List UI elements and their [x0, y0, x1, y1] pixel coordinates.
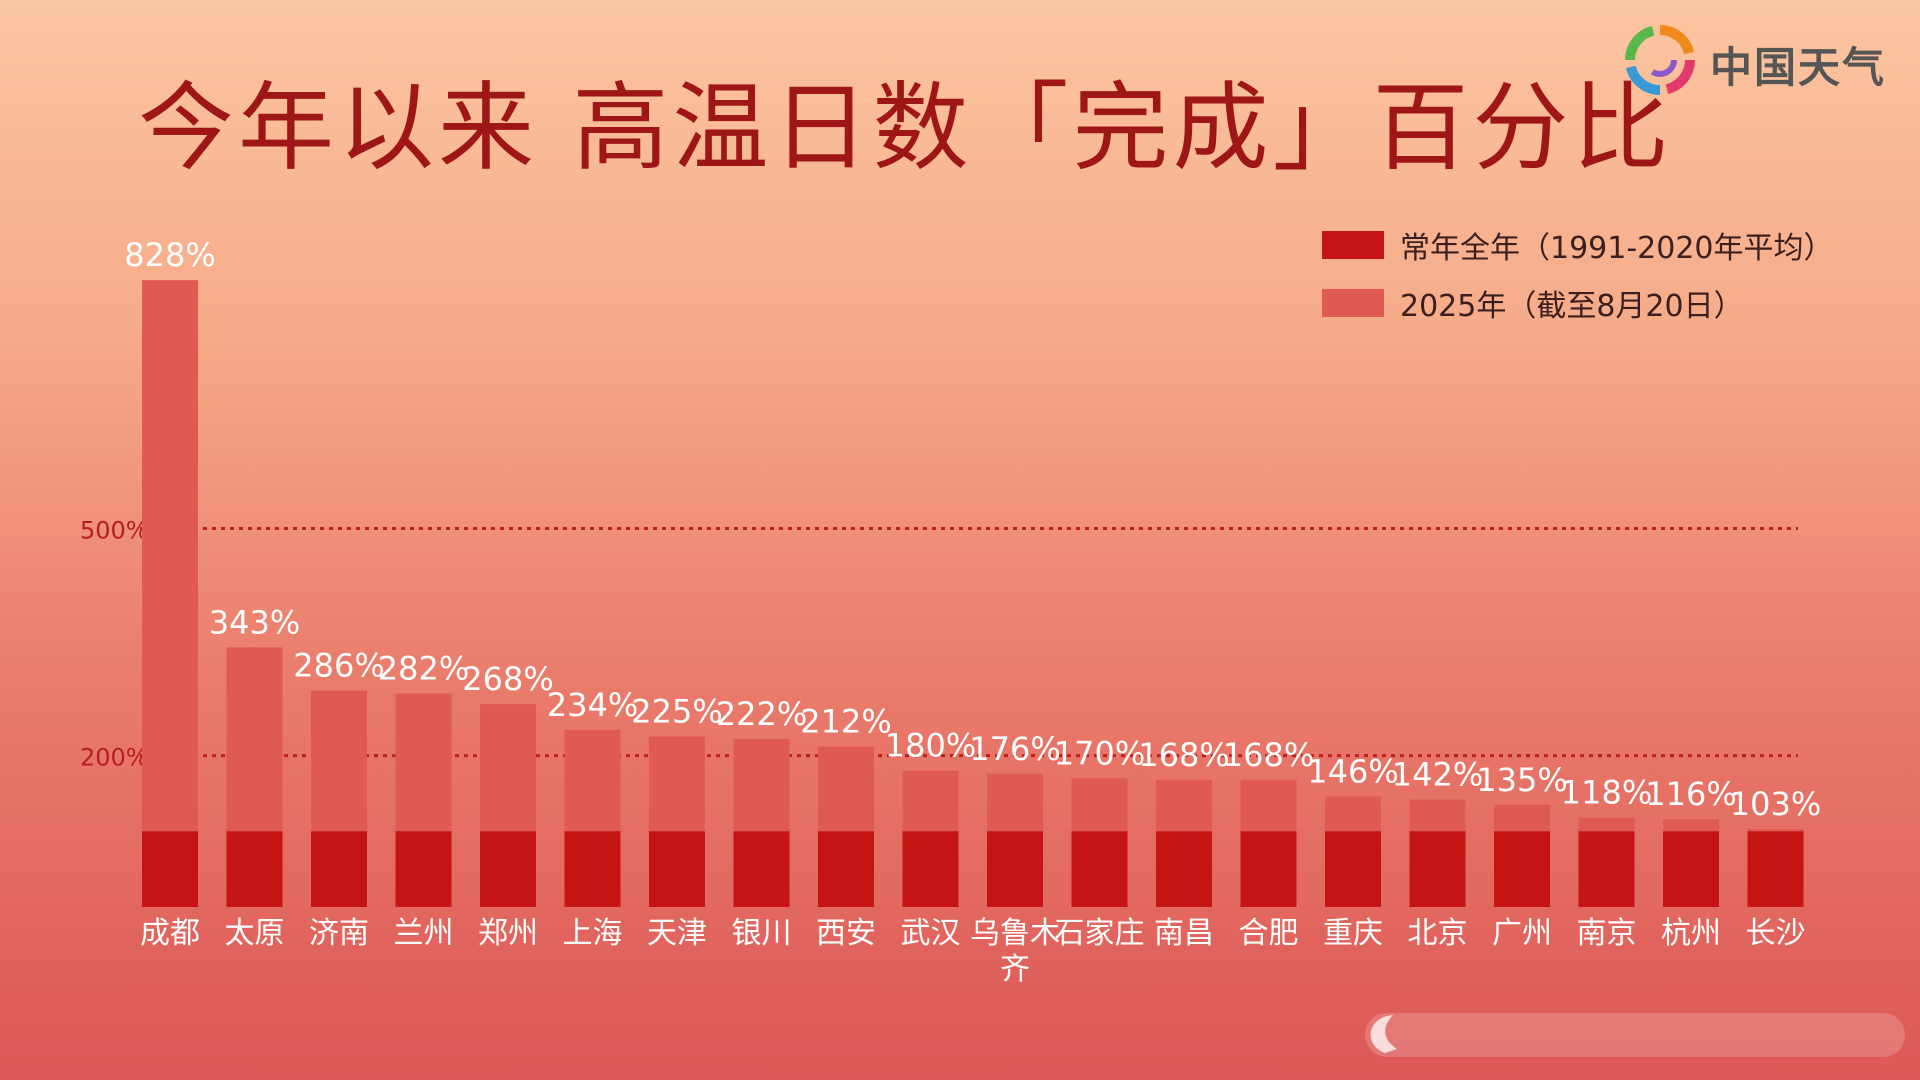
bar-normal [142, 831, 198, 907]
category-label: 西安 [816, 916, 876, 951]
category-label: 银川 [732, 916, 792, 951]
value-label: 176% [969, 730, 1060, 768]
value-label: 168% [1138, 736, 1229, 774]
value-label: 222% [716, 695, 807, 733]
category-label: 南京 [1577, 916, 1637, 951]
bar-normal [1240, 831, 1297, 907]
category-label: 北京 [1408, 916, 1468, 951]
value-label: 343% [209, 603, 300, 641]
blurred-watermark [1365, 1013, 1905, 1057]
value-label: 146% [1307, 752, 1398, 790]
value-label: 142% [1392, 756, 1483, 794]
bar-2025 [142, 280, 198, 908]
category-label: 重庆 [1323, 916, 1383, 951]
value-label: 170% [1054, 734, 1145, 772]
reference-line-label-200: 200% [80, 744, 149, 772]
bar-normal [818, 831, 874, 907]
chart-legend: 常年全年（1991-2020年平均） 2025年（截至8月20日） [1322, 216, 1834, 332]
legend-swatch-normal [1322, 231, 1384, 259]
category-label: 合肥 [1239, 916, 1299, 951]
value-label: 103% [1730, 785, 1821, 823]
value-label: 180% [885, 727, 976, 765]
category-label: 济南 [309, 916, 369, 951]
category-label: 杭州 [1661, 916, 1721, 951]
bar-normal [1156, 831, 1212, 907]
brand-name: 中国天气 [1710, 43, 1887, 92]
value-label: 168% [1223, 736, 1314, 774]
category-label: 兰州 [394, 916, 454, 951]
category-label: 南昌 [1154, 916, 1214, 951]
legend-swatch-2025 [1322, 289, 1384, 317]
category-label: 广州 [1492, 916, 1552, 951]
bar-normal [987, 831, 1043, 907]
value-label: 828% [124, 236, 215, 274]
brand-logo: 中国天气 [1620, 20, 1900, 100]
bar-normal [733, 831, 790, 907]
category-label: 石家庄 [1055, 916, 1145, 951]
bar-normal [480, 831, 536, 907]
category-label: 上海 [563, 916, 623, 951]
value-label: 116% [1645, 775, 1736, 813]
category-label: 乌鲁木 [970, 916, 1060, 951]
category-label: 天津 [647, 916, 707, 951]
legend-item-normal: 常年全年（1991-2020年平均） [1322, 216, 1834, 274]
category-label: 齐 [1000, 952, 1030, 987]
bar-normal [1747, 831, 1804, 907]
bar-normal [1325, 831, 1381, 907]
bar-normal [1578, 831, 1635, 907]
reference-line-label-500: 500% [80, 517, 149, 545]
bar-normal [1409, 831, 1466, 907]
bar-normal [649, 831, 705, 907]
value-label: 286% [293, 646, 384, 684]
category-label: 长沙 [1746, 916, 1806, 951]
legend-label-2025: 2025年（截至8月20日） [1400, 289, 1744, 324]
value-label: 282% [378, 650, 469, 688]
bar-normal [1663, 831, 1719, 907]
category-label: 郑州 [478, 916, 538, 951]
legend-item-2025: 2025年（截至8月20日） [1322, 274, 1834, 332]
swirl-logo-icon [1625, 25, 1695, 95]
category-label: 成都 [140, 916, 200, 951]
category-label: 太原 [225, 916, 285, 951]
bar-normal [1071, 831, 1128, 907]
value-label: 234% [547, 686, 638, 724]
value-label: 118% [1561, 774, 1652, 812]
bar-normal [311, 831, 367, 907]
bar-normal [226, 831, 283, 907]
bar-normal [1494, 831, 1550, 907]
value-label: 212% [800, 703, 891, 741]
bar-normal [564, 831, 621, 907]
value-label: 225% [631, 693, 722, 731]
category-label: 武汉 [901, 916, 961, 951]
bar-normal [395, 831, 452, 907]
value-label: 135% [1476, 761, 1567, 799]
chart-title: 今年以来 高温日数「完成」百分比 [138, 72, 1673, 184]
bar-normal [902, 831, 959, 907]
value-label: 268% [462, 660, 553, 698]
legend-label-normal: 常年全年（1991-2020年平均） [1400, 231, 1834, 266]
